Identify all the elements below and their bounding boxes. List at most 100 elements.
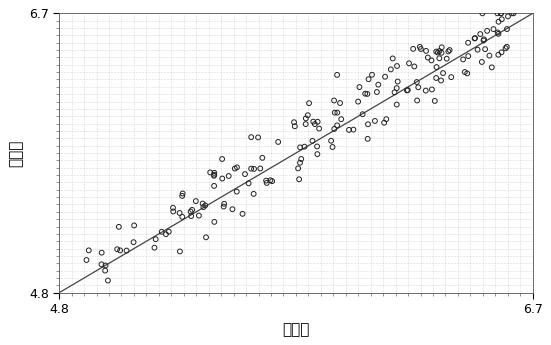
Point [503, 44, 511, 50]
Point [178, 191, 187, 196]
Point [434, 50, 442, 55]
Point [101, 263, 110, 268]
Point [437, 50, 446, 56]
Point [461, 69, 469, 75]
Point [195, 213, 203, 218]
Point [327, 138, 336, 144]
Point [445, 47, 454, 53]
Point [473, 47, 482, 52]
Point [256, 166, 264, 171]
Point [328, 144, 337, 150]
Point [355, 84, 364, 90]
Point [333, 122, 342, 128]
Point [354, 99, 363, 105]
Point [129, 223, 138, 228]
Point [296, 145, 305, 150]
Point [198, 201, 207, 206]
Point [471, 35, 479, 41]
Point [494, 31, 503, 37]
Point [470, 36, 479, 41]
Point [372, 89, 381, 95]
Point [422, 48, 430, 53]
Point [478, 11, 487, 16]
Point [178, 193, 187, 199]
Point [98, 250, 106, 255]
Point [463, 71, 472, 76]
Point [392, 85, 401, 91]
Point [210, 219, 219, 225]
Point [403, 88, 412, 93]
Point [218, 156, 226, 162]
Point [295, 160, 304, 166]
Point [404, 61, 413, 66]
Point [295, 177, 304, 182]
Y-axis label: 预测値: 预测値 [8, 139, 23, 167]
Point [210, 170, 219, 176]
Point [479, 38, 488, 43]
Point [509, 11, 518, 16]
Point [476, 31, 485, 37]
Point [266, 177, 275, 183]
Point [436, 78, 445, 83]
Point [370, 118, 379, 124]
Point [247, 166, 256, 171]
Point [422, 88, 430, 93]
Point [412, 79, 421, 85]
Point [241, 171, 250, 177]
Point [250, 166, 258, 172]
Point [417, 46, 425, 52]
Point [329, 98, 338, 103]
Point [336, 100, 344, 106]
Point [262, 178, 271, 184]
Point [178, 214, 187, 220]
Point [480, 46, 489, 52]
Point [164, 229, 173, 234]
Point [479, 37, 488, 42]
Point [349, 127, 358, 132]
Point [268, 178, 277, 184]
Point [381, 74, 390, 79]
Point [313, 151, 322, 157]
Point [361, 91, 370, 96]
Point [489, 26, 498, 32]
Point [249, 191, 258, 197]
Point [368, 72, 376, 78]
Point [158, 229, 166, 235]
Point [97, 262, 106, 267]
Point [392, 102, 401, 107]
Point [304, 112, 312, 118]
Point [409, 46, 418, 52]
Point [175, 210, 184, 216]
Point [82, 257, 91, 263]
Point [386, 67, 395, 72]
Point [313, 119, 322, 125]
Point [210, 172, 219, 177]
Point [220, 201, 229, 207]
Point [380, 120, 388, 126]
Point [458, 57, 467, 62]
Point [382, 116, 391, 122]
Point [364, 121, 372, 127]
Point [247, 135, 256, 140]
Point [301, 121, 310, 127]
Point [201, 203, 209, 208]
Point [403, 87, 412, 93]
Point [428, 87, 436, 92]
Point [150, 245, 159, 250]
Point [493, 11, 502, 16]
Point [300, 144, 309, 149]
Point [290, 119, 299, 125]
Point [202, 235, 210, 240]
Point [494, 52, 503, 58]
Point [274, 139, 283, 145]
Point [305, 100, 314, 106]
Point [333, 72, 342, 78]
Point [427, 58, 436, 63]
Point [209, 173, 218, 178]
Point [330, 110, 339, 115]
Point [116, 248, 125, 253]
Point [228, 206, 237, 212]
Point [169, 205, 177, 210]
Point [210, 183, 219, 189]
Point [344, 127, 353, 133]
